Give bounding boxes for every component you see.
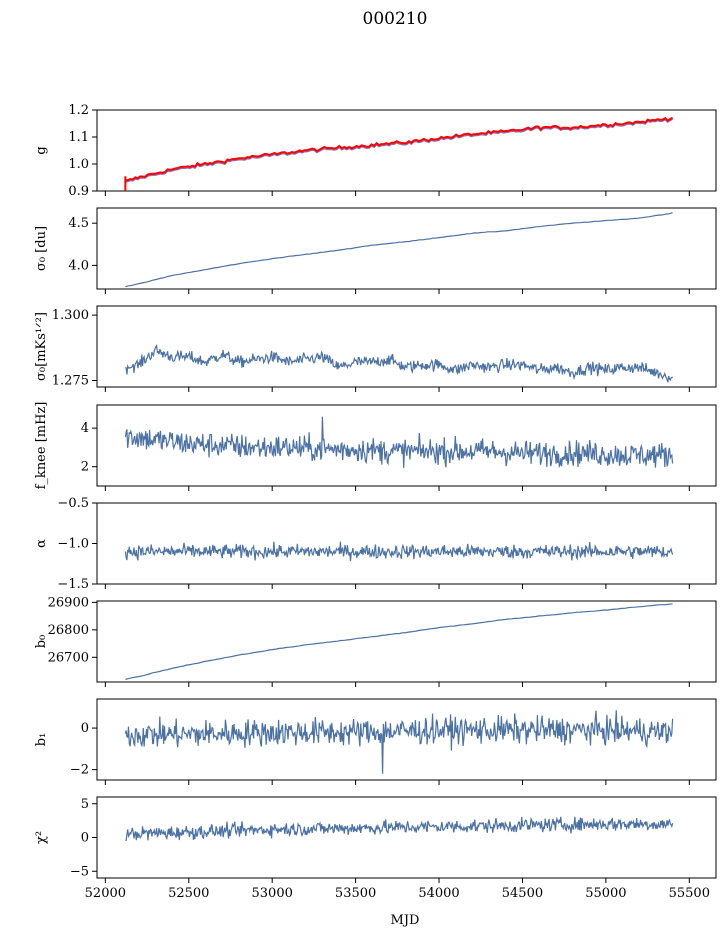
y-tick-label-g: 1.0: [68, 157, 89, 172]
x-tick-label: 54000: [418, 886, 459, 901]
panel-fknee: 2 4 f_knee [mHz]: [34, 402, 717, 491]
y-tick-label-sigma0_du: 4.0: [68, 258, 89, 273]
y-axis-label-sigma0_mKs: σ₀[mKs¹ᐟ²]: [34, 312, 49, 381]
y-tick-label-chi2: 5: [81, 797, 89, 812]
y-tick-label-g: 1.1: [68, 130, 89, 145]
figure-title: 000210: [363, 9, 428, 29]
y-axis-label-g: g: [34, 146, 49, 154]
y-tick-label-sigma0_du: 4.5: [68, 216, 89, 231]
series-line-g-under: [125, 118, 673, 183]
series-line-b0: [125, 603, 673, 680]
panel-b1: −2 0 b₁: [34, 698, 717, 785]
panel-frame-b1: [96, 698, 717, 781]
series-line-sigma0_mKs: [125, 344, 674, 383]
panel-chi2: −5 0 5 52000 52500 53000 53500 54000 54500 55000 5…: [34, 796, 717, 901]
panel-alpha: −1.5 −1.0 −0.5 α: [34, 496, 717, 592]
x-tick-label: 52000: [85, 886, 126, 901]
y-tick-label-g: 1.2: [68, 103, 89, 118]
y-tick-label-sigma0_mKs: 1.275: [52, 373, 89, 388]
y-tick-label-fknee: 4: [81, 421, 89, 436]
panel-sigma0_du: 4.0 4.5 σ₀ [du]: [34, 207, 717, 294]
y-axis-label-alpha: α: [34, 539, 49, 548]
panel-frame-sigma0_du: [96, 207, 717, 290]
y-tick-label-b1: 0: [81, 721, 89, 736]
y-tick-label-sigma0_mKs: 1.300: [52, 308, 89, 323]
series-line-chi2: [125, 816, 674, 842]
y-axis-label-b0: b₀: [34, 635, 49, 649]
y-tick-label-b1: −2: [70, 763, 89, 778]
x-tick-label: 54500: [502, 886, 543, 901]
panel-frame-chi2: [96, 796, 717, 879]
y-axis-label-fknee: f_knee [mHz]: [34, 402, 49, 490]
y-tick-label-alpha: −0.5: [57, 496, 89, 511]
y-tick-label-g: 0.9: [68, 184, 89, 199]
panel-frame-alpha: [96, 502, 717, 585]
panel-frame-g: [96, 109, 717, 192]
y-axis-label-sigma0_du: σ₀ [du]: [34, 226, 49, 271]
y-tick-label-fknee: 2: [81, 460, 89, 475]
x-tick-label: 53500: [335, 886, 376, 901]
panel-b0: 26700 26800 26900 b₀: [34, 595, 717, 687]
y-tick-label-alpha: −1.0: [57, 537, 89, 552]
y-tick-label-alpha: −1.5: [57, 577, 89, 592]
series-line-alpha: [124, 541, 674, 562]
panel-frame-fknee: [96, 404, 717, 487]
y-tick-label-chi2: 0: [81, 831, 89, 846]
series-line-g: [124, 116, 674, 192]
y-axis-label-chi2: χ²: [34, 831, 49, 844]
series-line-sigma0_du: [125, 212, 673, 288]
x-axis-label: MJD: [391, 913, 420, 928]
y-tick-label-b0: 26800: [48, 623, 89, 638]
series-line-b1: [124, 710, 674, 774]
y-tick-label-b0: 26700: [48, 650, 89, 665]
y-tick-label-b0: 26900: [48, 595, 89, 610]
panel-frame-b0: [96, 600, 717, 683]
y-tick-label-chi2: −5: [70, 864, 89, 879]
y-axis-label-b1: b₁: [34, 733, 49, 747]
x-tick-label: 53000: [252, 886, 293, 901]
panel-frame-sigma0_mKs: [96, 305, 717, 388]
series-line-fknee: [124, 416, 674, 469]
x-tick-label: 55000: [585, 886, 626, 901]
x-tick-label: 55500: [669, 886, 710, 901]
x-tick-label: 52500: [168, 886, 209, 901]
panels-group: 0.9 1.0 1.1 1.2 g 4.0 4.5 σ₀ [du] 1.275 1.300σ₀[m…: [34, 103, 717, 901]
panel-g: 0.9 1.0 1.1 1.2 g: [34, 103, 717, 199]
